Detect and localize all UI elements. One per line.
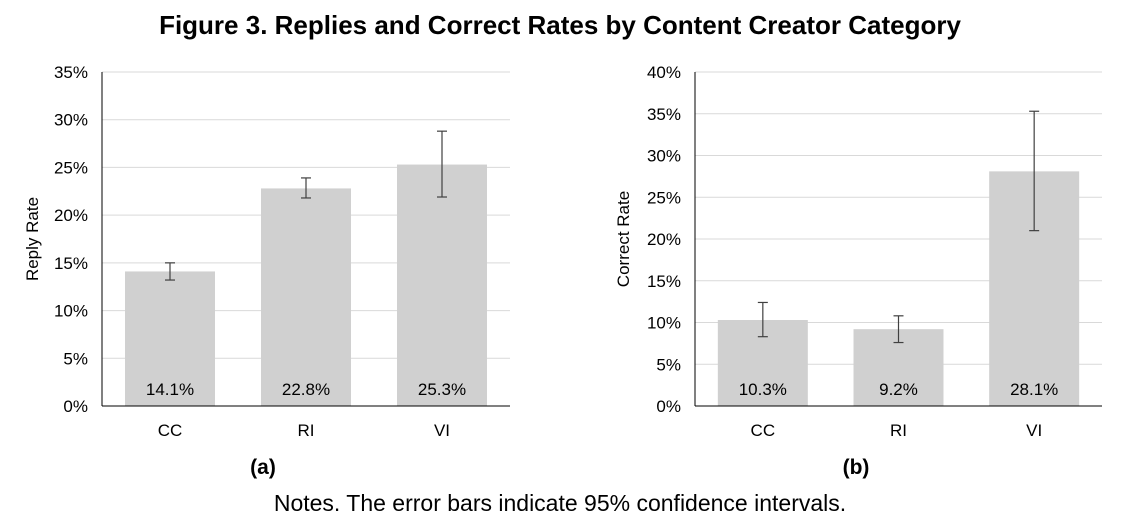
reply-rate-ytick-label: 20%: [54, 206, 88, 225]
panel-label-a: (a): [250, 456, 276, 479]
reply-rate-ytick-label: 35%: [54, 63, 88, 82]
reply-rate-ytick-label: 0%: [63, 397, 88, 416]
correct-rate-ytick-label: 30%: [647, 147, 681, 166]
reply-rate-data-label-ri: 22.8%: [282, 380, 330, 399]
reply-rate-bar-ri: [261, 188, 351, 406]
correct-rate-chart: 0% 5% 10% 15% 20% 25% 30% 35% 40% 10.3% CC 9.2% RI 28…: [614, 63, 1102, 440]
correct-rate-xtick-label-cc: CC: [751, 421, 776, 440]
reply-rate-y-axis-title: Reply Rate: [23, 197, 42, 281]
correct-rate-xtick-label-vi: VI: [1026, 421, 1042, 440]
figure-title: Figure 3. Replies and Correct Rates by C…: [159, 10, 961, 40]
panel-label-b: (b): [842, 456, 870, 479]
correct-rate-y-axis-title: Correct Rate: [614, 191, 633, 287]
correct-rate-ytick-label: 5%: [656, 355, 681, 374]
reply-rate-xtick-label-cc: CC: [158, 421, 183, 440]
correct-rate-xtick-label-ri: RI: [890, 421, 907, 440]
correct-rate-data-label-ri: 9.2%: [879, 380, 918, 399]
correct-rate-ytick-label: 15%: [647, 272, 681, 291]
reply-rate-chart: 0% 5% 10% 15% 20% 25% 30% 35% 14.1% CC 22.8% RI 25.3…: [23, 63, 510, 440]
reply-rate-ytick-label: 5%: [63, 349, 88, 368]
reply-rate-bar-vi: [397, 164, 487, 406]
reply-rate-data-label-cc: 14.1%: [146, 380, 194, 399]
reply-rate-data-label-vi: 25.3%: [418, 380, 466, 399]
correct-rate-data-label-vi: 28.1%: [1010, 380, 1058, 399]
reply-rate-bar-cc: [125, 271, 215, 406]
reply-rate-ytick-label: 25%: [54, 158, 88, 177]
reply-rate-xtick-label-vi: VI: [434, 421, 450, 440]
reply-rate-ytick-label: 15%: [54, 254, 88, 273]
correct-rate-ytick-label: 20%: [647, 230, 681, 249]
correct-rate-ytick-label: 35%: [647, 105, 681, 124]
figure-notes: Notes. The error bars indicate 95% confi…: [273, 490, 847, 516]
reply-rate-ytick-label: 10%: [54, 302, 88, 321]
reply-rate-xtick-label-ri: RI: [298, 421, 315, 440]
reply-rate-ytick-label: 30%: [54, 111, 88, 130]
correct-rate-ytick-label: 0%: [656, 397, 681, 416]
correct-rate-ytick-label: 40%: [647, 63, 681, 82]
correct-rate-ytick-label: 25%: [647, 188, 681, 207]
correct-rate-data-label-cc: 10.3%: [739, 380, 787, 399]
correct-rate-ytick-label: 10%: [647, 314, 681, 333]
